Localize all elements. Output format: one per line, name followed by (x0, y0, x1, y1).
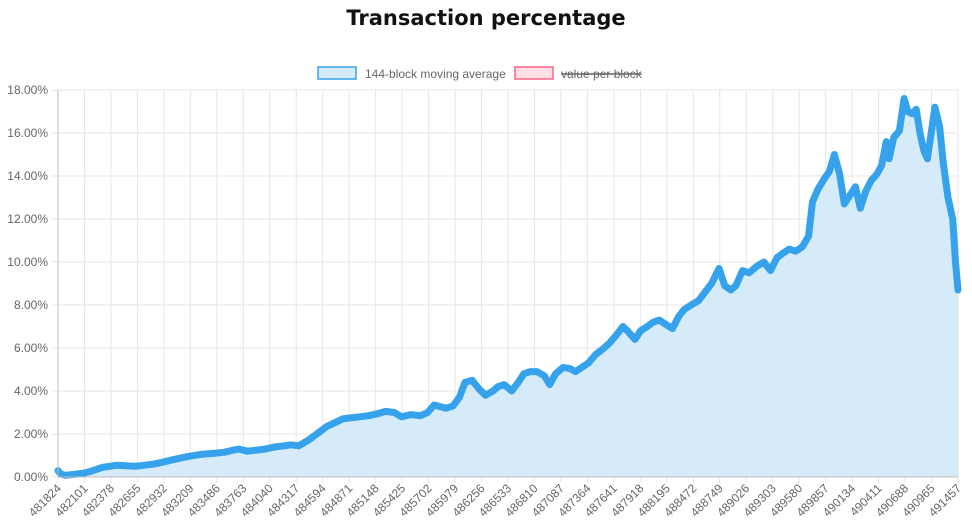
y-tick-label: 12.00% (7, 212, 48, 226)
series-area-fill (58, 98, 958, 477)
y-tick-label: 18.00% (7, 83, 48, 97)
legend-swatch-value-per-block[interactable] (514, 66, 554, 80)
axes (57, 90, 958, 478)
chart-title: Transaction percentage (346, 6, 626, 30)
legend-item-moving-average[interactable]: 144-block moving average (317, 66, 506, 81)
legend: 144-block moving average value per block (317, 66, 643, 81)
series-area (54, 95, 962, 479)
legend-item-value-per-block[interactable]: value per block (514, 66, 643, 81)
y-tick-label: 6.00% (14, 341, 48, 355)
y-tick-label: 4.00% (14, 384, 48, 398)
y-tick-label: 14.00% (7, 169, 48, 183)
x-axis-tick-labels: 4818244821014823784826554829324832094834… (26, 481, 964, 519)
series-line-moving-average (54, 95, 962, 479)
y-tick-label: 10.00% (7, 255, 48, 269)
legend-label-moving-average[interactable]: 144-block moving average (365, 67, 506, 81)
y-tick-label: 16.00% (7, 126, 48, 140)
legend-swatch-moving-average[interactable] (317, 66, 357, 80)
y-tick-label: 2.00% (14, 427, 48, 441)
y-tick-label: 8.00% (14, 298, 48, 312)
y-tick-label: 0.00% (14, 470, 48, 484)
y-axis-tick-labels: 0.00% 2.00% 4.00% 6.00% 8.00% 10.00% 12.00% 14.… (7, 83, 48, 484)
